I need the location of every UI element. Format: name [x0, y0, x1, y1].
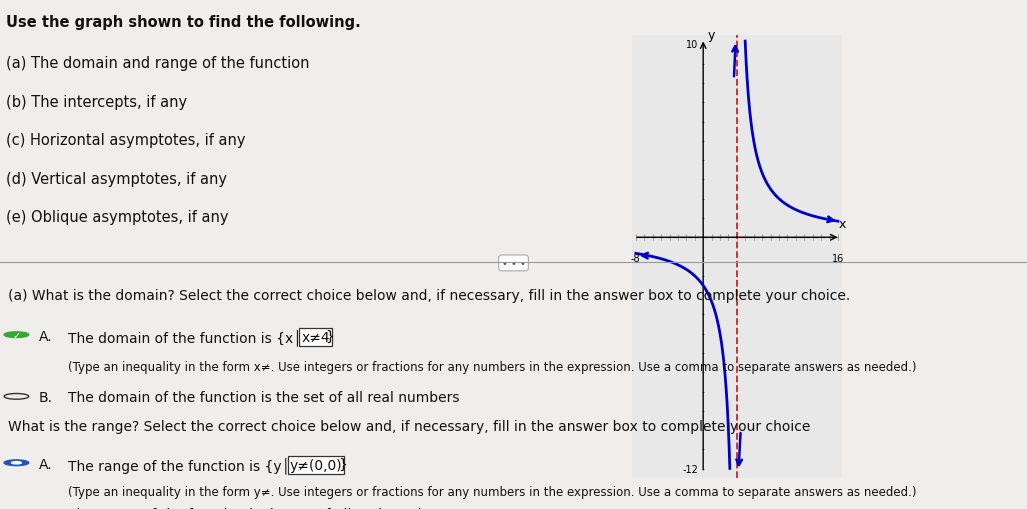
Text: (d) Vertical asymptotes, if any: (d) Vertical asymptotes, if any — [6, 171, 227, 186]
Text: The domain of the function is {x│: The domain of the function is {x│ — [68, 329, 301, 346]
Text: 10: 10 — [686, 40, 698, 50]
Text: The range of the function is the set of all real numbers.: The range of the function is the set of … — [68, 506, 452, 509]
Text: B.: B. — [39, 391, 53, 405]
Text: A.: A. — [39, 457, 52, 471]
Text: (e) Oblique asymptotes, if any: (e) Oblique asymptotes, if any — [6, 210, 229, 224]
Text: x≠4: x≠4 — [301, 330, 330, 344]
Text: (c) Horizontal asymptotes, if any: (c) Horizontal asymptotes, if any — [6, 133, 245, 148]
Text: 16: 16 — [832, 253, 844, 263]
Text: (a) The domain and range of the function: (a) The domain and range of the function — [6, 56, 310, 71]
Text: -12: -12 — [682, 464, 698, 474]
Text: What is the range? Select the correct choice below and, if necessary, fill in th: What is the range? Select the correct ch… — [8, 419, 810, 433]
Text: (Type an inequality in the form x≠. Use integers or fractions for any numbers in: (Type an inequality in the form x≠. Use … — [68, 360, 916, 373]
Text: Use the graph shown to find the following.: Use the graph shown to find the followin… — [6, 15, 360, 30]
Circle shape — [4, 460, 29, 466]
Text: y: y — [708, 29, 715, 42]
Text: ✓: ✓ — [12, 330, 21, 340]
Circle shape — [11, 462, 22, 464]
Text: A.: A. — [39, 329, 52, 343]
Text: • • •: • • • — [501, 259, 526, 268]
Text: The domain of the function is the set of all real numbers: The domain of the function is the set of… — [68, 391, 459, 405]
Text: -8: -8 — [631, 253, 641, 263]
Text: (Type an inequality in the form y≠. Use integers or fractions for any numbers in: (Type an inequality in the form y≠. Use … — [68, 486, 916, 498]
Text: x: x — [838, 217, 846, 230]
Text: B.: B. — [39, 506, 53, 509]
Text: (b) The intercepts, if any: (b) The intercepts, if any — [6, 95, 187, 109]
Text: The range of the function is {y│: The range of the function is {y│ — [68, 457, 290, 473]
Text: (a) What is the domain? Select the correct choice below and, if necessary, fill : (a) What is the domain? Select the corre… — [8, 289, 850, 303]
Text: }: } — [325, 329, 334, 343]
Text: }: } — [338, 457, 347, 471]
Circle shape — [4, 332, 29, 338]
Text: y≠(0,0): y≠(0,0) — [290, 458, 342, 472]
